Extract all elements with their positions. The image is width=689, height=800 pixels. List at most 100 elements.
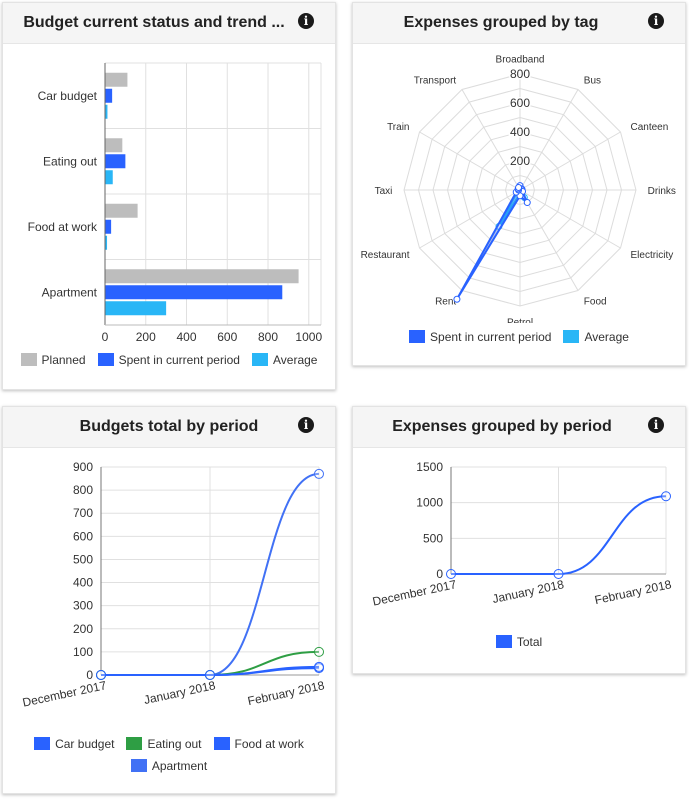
expenses-by-tag-chart: Broadband Bus Canteen Drinks Electricity Food… bbox=[361, 54, 676, 323]
legend-swatch bbox=[126, 737, 143, 750]
card-title: Budget current status and trend ... bbox=[23, 14, 285, 31]
bar bbox=[105, 138, 123, 153]
axis-label: Rent bbox=[435, 297, 456, 308]
tick-label: 100 bbox=[73, 645, 93, 659]
budgets-by-period-card: Budgets total by period i 0 100 200 300 400 5… bbox=[2, 406, 336, 794]
grid-spoke bbox=[419, 189, 521, 249]
legend-label: Food at work bbox=[234, 737, 304, 751]
category-label: Car budget bbox=[38, 89, 98, 103]
data-point bbox=[553, 569, 564, 579]
grid-spoke bbox=[419, 131, 521, 191]
info-icon[interactable]: i bbox=[648, 13, 664, 29]
card-title: Expenses grouped by period bbox=[392, 418, 612, 435]
legend-item[interactable]: Average bbox=[251, 353, 318, 367]
tick-label: 800 bbox=[258, 330, 278, 343]
data-point bbox=[661, 491, 671, 502]
legend-swatch bbox=[130, 759, 147, 772]
tick-label: 400 bbox=[510, 125, 530, 139]
info-icon[interactable]: i bbox=[298, 13, 314, 29]
legend-swatch bbox=[563, 330, 580, 343]
legend-swatch bbox=[34, 737, 51, 750]
legend-item[interactable]: Apartment bbox=[130, 759, 207, 773]
bar bbox=[105, 285, 283, 300]
bar bbox=[105, 170, 113, 185]
legend-swatch bbox=[213, 737, 230, 750]
bar bbox=[105, 154, 126, 169]
expenses-by-tag-card: Expenses grouped by tag i Broadband Bus Ca… bbox=[352, 2, 686, 366]
tick-label: 600 bbox=[73, 529, 93, 543]
tick-label: 800 bbox=[73, 483, 93, 497]
data-point bbox=[446, 569, 456, 579]
legend-label: Car budget bbox=[55, 737, 115, 751]
legend-item[interactable]: Eating out bbox=[126, 737, 202, 751]
budgets-by-period-chart: 0 100 200 300 400 500 600 700 800 900 December 201… bbox=[21, 460, 326, 710]
bar bbox=[105, 235, 108, 250]
legend-swatch bbox=[20, 353, 37, 366]
legend-item[interactable]: Food at work bbox=[213, 737, 304, 751]
legend-item[interactable]: Spent in current period bbox=[97, 353, 240, 367]
data-point bbox=[205, 670, 215, 680]
axis-label: Transport bbox=[414, 75, 457, 86]
tick-label: 1500 bbox=[416, 460, 443, 474]
bar bbox=[105, 88, 113, 103]
legend-label: Spent in current period bbox=[430, 330, 552, 344]
legend-label: Planned bbox=[41, 353, 86, 367]
chart-legend: Total bbox=[353, 635, 685, 649]
tick-label: February 2018 bbox=[246, 678, 326, 708]
tick-label: 800 bbox=[510, 67, 530, 81]
data-point bbox=[314, 646, 324, 657]
tick-label: January 2018 bbox=[143, 678, 217, 707]
bar bbox=[105, 72, 128, 87]
legend-label: Average bbox=[584, 330, 629, 344]
series-area bbox=[456, 183, 529, 300]
tick-label: 0 bbox=[102, 330, 109, 343]
tick-label: 500 bbox=[423, 531, 443, 545]
info-icon[interactable]: i bbox=[648, 417, 664, 433]
bar bbox=[105, 301, 167, 316]
legend-row: Apartment bbox=[3, 759, 335, 773]
tick-label: 400 bbox=[73, 576, 93, 590]
expenses-by-period-card: Expenses grouped by period i 0 500 1000 150… bbox=[352, 406, 686, 674]
grid-spoke bbox=[519, 89, 579, 191]
tick-label: 900 bbox=[73, 460, 93, 474]
tick-label: 300 bbox=[73, 599, 93, 613]
category-label: Food at work bbox=[28, 220, 98, 234]
chart-legend: Car budget Eating out Food at work Apartme… bbox=[3, 737, 335, 781]
axis-label: Train bbox=[387, 122, 409, 133]
tick-label: 600 bbox=[510, 96, 530, 110]
tick-label: 200 bbox=[136, 330, 156, 343]
bar bbox=[105, 203, 138, 218]
expenses-by-period-chart: 0 500 1000 1500 December 2017 January 2018 Feb… bbox=[371, 460, 673, 609]
tick-label: December 2017 bbox=[371, 577, 458, 609]
axis-label: Taxi bbox=[375, 186, 393, 197]
budget-status-card: Budget current status and trend ... i 0 2… bbox=[2, 2, 336, 390]
bar bbox=[105, 269, 299, 284]
grid-spoke bbox=[519, 189, 579, 291]
legend-swatch bbox=[409, 330, 426, 343]
axis-label: Broadband bbox=[496, 54, 545, 65]
card-header bbox=[3, 407, 335, 448]
tick-label: 600 bbox=[217, 330, 237, 343]
legend-item[interactable]: Average bbox=[563, 330, 629, 344]
legend-label: Eating out bbox=[147, 737, 202, 751]
legend-item[interactable]: Total bbox=[495, 635, 543, 649]
legend-label: Total bbox=[516, 635, 543, 649]
tick-label: 700 bbox=[73, 506, 93, 520]
axis-label: Restaurant bbox=[361, 250, 410, 261]
tick-label: December 2017 bbox=[21, 678, 108, 710]
card-title: Expenses grouped by tag bbox=[403, 14, 599, 31]
tick-label: 0 bbox=[86, 668, 93, 682]
axis-label: Bus bbox=[584, 75, 601, 86]
tick-label: 500 bbox=[73, 552, 93, 566]
legend-swatch bbox=[495, 635, 512, 648]
legend-item[interactable]: Car budget bbox=[34, 737, 114, 751]
data-point bbox=[314, 661, 324, 672]
bar bbox=[105, 104, 108, 119]
legend-item[interactable]: Spent in current period bbox=[409, 330, 551, 344]
card-header bbox=[353, 407, 685, 448]
legend-label: Average bbox=[272, 353, 318, 367]
legend-item[interactable]: Planned bbox=[20, 353, 86, 367]
grid-spoke bbox=[519, 189, 621, 249]
info-icon[interactable]: i bbox=[298, 417, 314, 433]
data-point bbox=[453, 295, 461, 303]
